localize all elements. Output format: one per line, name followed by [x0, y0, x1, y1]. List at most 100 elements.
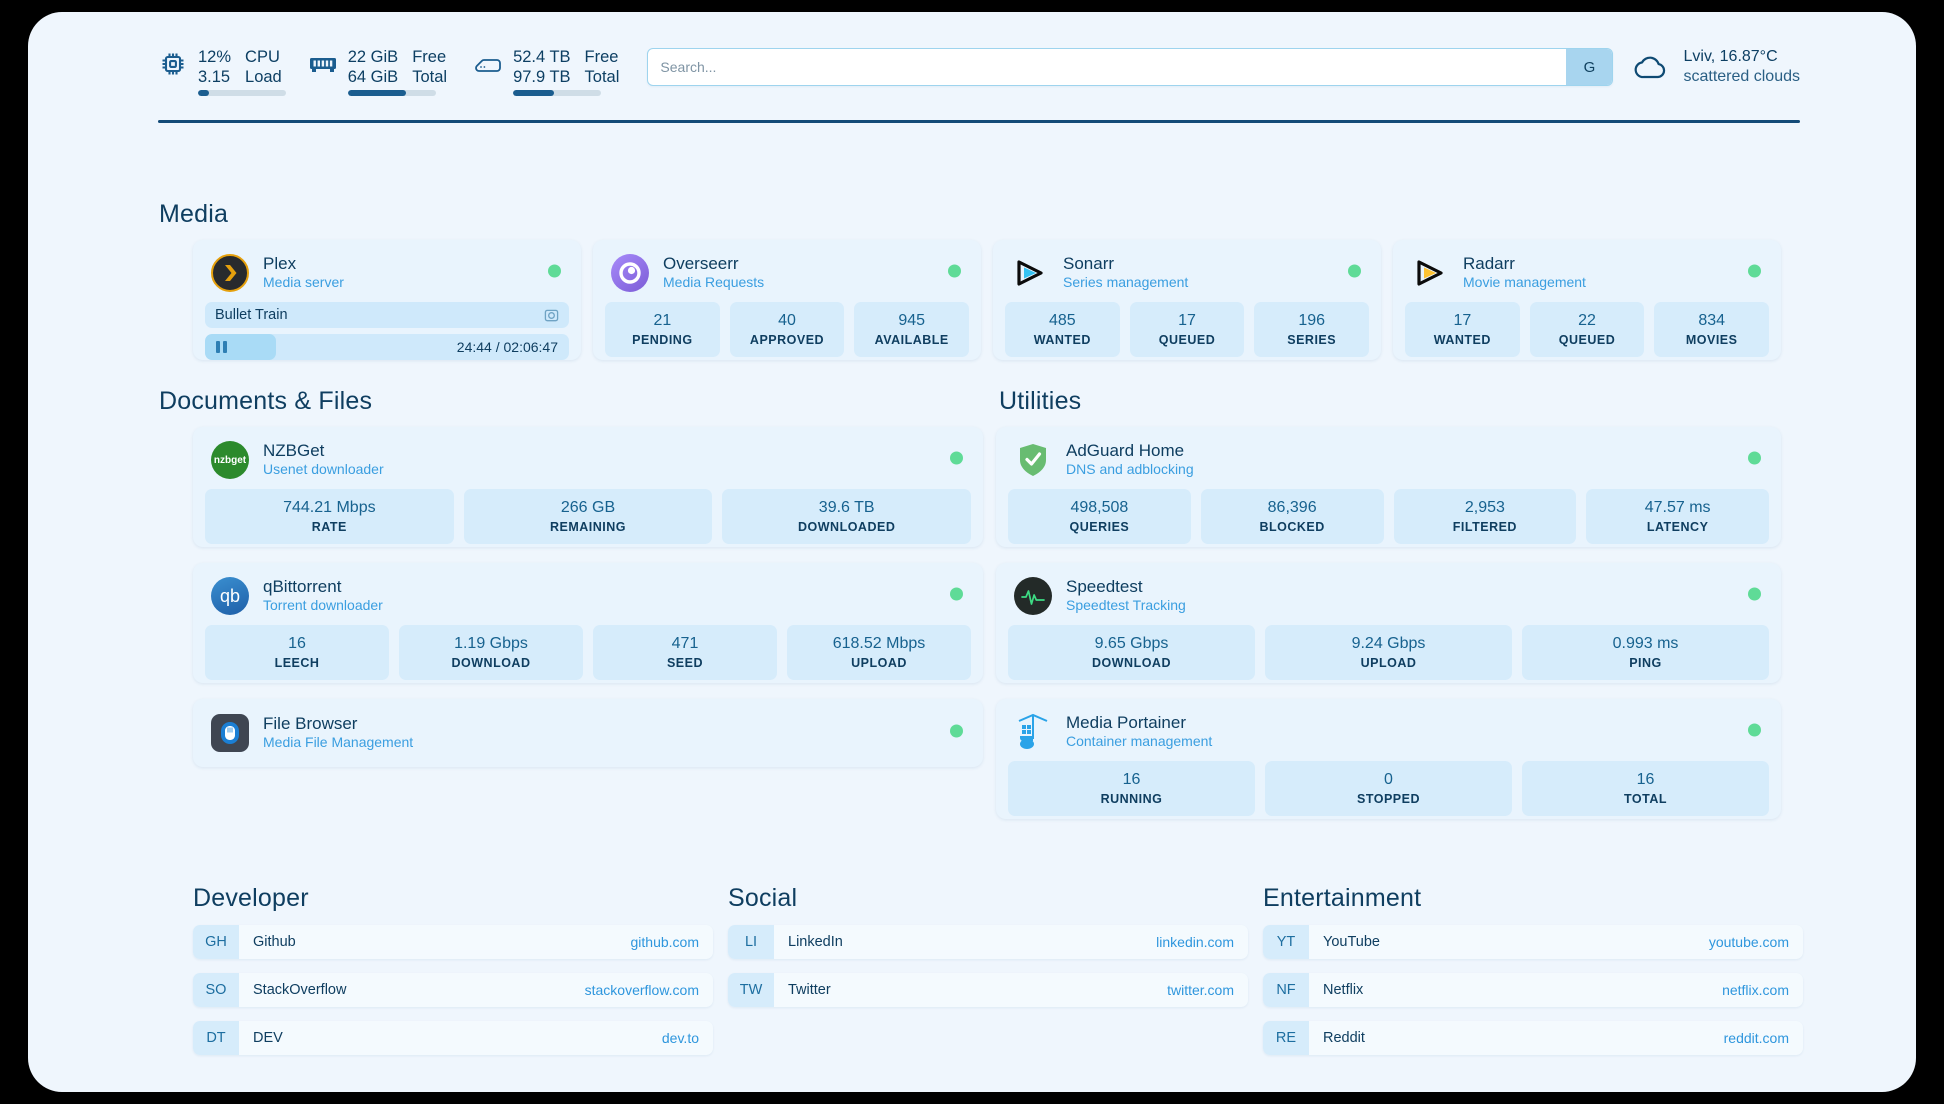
stat-tile[interactable]: 16 RUNNING [1008, 761, 1255, 816]
card-nzbget[interactable]: nzbget NZBGet Usenet downloader 744.21 M… [193, 427, 983, 547]
bookmark-abbr: TW [728, 973, 774, 1007]
card-overseerr[interactable]: Overseerr Media Requests 21 PENDING 40 A… [593, 240, 981, 360]
app-desc: Torrent downloader [263, 597, 383, 613]
bookmark-url: stackoverflow.com [584, 982, 699, 998]
stat-label: WANTED [1033, 333, 1091, 347]
stat-value: 618.52 Mbps [832, 635, 926, 652]
stat-tile[interactable]: 22 QUEUED [1529, 302, 1645, 357]
qbittorrent-icon: qb [211, 577, 249, 615]
stat-value: 0.993 ms [1612, 635, 1679, 652]
section-title-utilities: Utilities [999, 387, 1082, 415]
stat-tile[interactable]: 21 PENDING [605, 302, 720, 357]
stat-tile[interactable]: 471 SEED [593, 625, 777, 680]
cpu-usage-value: 12% [198, 48, 232, 66]
card-speedtest[interactable]: Speedtest Speedtest Tracking 9.65 Gbps D… [996, 563, 1781, 683]
card-radarr[interactable]: Radarr Movie management 17 WANTED 22 QUE… [1393, 240, 1781, 360]
cast-icon[interactable] [544, 308, 559, 323]
bookmark-abbr: GH [193, 925, 239, 959]
card-adguard-home[interactable]: AdGuard Home DNS and adblocking 498,508 … [996, 427, 1781, 547]
playback-progress-bar[interactable]: 24:44 / 02:06:47 [205, 334, 569, 360]
stat-tile[interactable]: 485 WANTED [1005, 302, 1120, 357]
stat-value: 47.57 ms [1644, 499, 1711, 516]
disk-label-2: Total [584, 68, 620, 86]
card-sonarr[interactable]: Sonarr Series management 485 WANTED 17 Q… [993, 240, 1381, 360]
pause-icon[interactable] [216, 341, 227, 353]
stat-value: 16 [1636, 771, 1655, 788]
app-desc: Media server [263, 274, 344, 290]
stat-label: QUERIES [1069, 520, 1130, 534]
card-media-portainer[interactable]: Media Portainer Container management 16 … [996, 699, 1781, 819]
stat-tile[interactable]: 0 STOPPED [1265, 761, 1512, 816]
bookmark-url: youtube.com [1708, 934, 1789, 950]
stat-tile[interactable]: 40 APPROVED [729, 302, 845, 357]
stat-tile[interactable]: 618.52 Mbps UPLOAD [787, 625, 971, 680]
stat-label: SEED [666, 656, 704, 670]
bookmark-item-dev[interactable]: DT DEV dev.to [193, 1021, 713, 1055]
bookmark-item-reddit[interactable]: RE Reddit reddit.com [1263, 1021, 1803, 1055]
stat-tile[interactable]: 498,508 QUERIES [1008, 489, 1191, 544]
now-playing-row[interactable]: Bullet Train [205, 302, 569, 328]
cpu-labels: CPU Load [245, 47, 282, 87]
status-badge [1748, 723, 1761, 737]
stat-tile[interactable]: 196 SERIES [1254, 302, 1370, 357]
cpu-icon [158, 49, 188, 79]
app-meta: Speedtest Speedtest Tracking [1066, 577, 1186, 615]
stat-tile[interactable]: 39.6 TB DOWNLOADED [722, 489, 972, 544]
card-file-browser[interactable]: File Browser Media File Management [193, 699, 983, 767]
stat-tile[interactable]: 16 LEECH [205, 625, 389, 680]
card-qbittorrent[interactable]: qb qBittorrent Torrent downloader 16 LEE… [193, 563, 983, 683]
stat-value: 945 [898, 312, 926, 329]
stat-value: 16 [288, 635, 306, 652]
bookmark-name: YouTube [1323, 934, 1380, 950]
bookmark-group-title-developer: Developer [193, 884, 309, 912]
bookmark-item-youtube[interactable]: YT YouTube youtube.com [1263, 925, 1803, 959]
app-meta: AdGuard Home DNS and adblocking [1066, 441, 1194, 479]
bookmark-item-twitter[interactable]: TW Twitter twitter.com [728, 973, 1248, 1007]
stat-tile[interactable]: 17 WANTED [1405, 302, 1520, 357]
cpu-usage-bar [198, 90, 286, 96]
search-engine-button[interactable]: G [1566, 49, 1613, 85]
bookmark-url: dev.to [661, 1030, 699, 1046]
stat-tile[interactable]: 9.24 Gbps UPLOAD [1265, 625, 1512, 680]
stat-tile[interactable]: 9.65 Gbps DOWNLOAD [1008, 625, 1255, 680]
stat-label: DOWNLOAD [1092, 656, 1171, 670]
stat-tile[interactable]: 834 MOVIES [1654, 302, 1770, 357]
search-bar[interactable]: G [647, 48, 1614, 86]
app-name: Media Portainer [1066, 713, 1187, 732]
stat-label: RUNNING [1100, 792, 1163, 806]
stat-tile[interactable]: 1.19 Gbps DOWNLOAD [399, 625, 583, 680]
stat-tile[interactable]: 744.21 Mbps RATE [205, 489, 454, 544]
card-plex[interactable]: Plex Media server Bullet Train 24:44 / 0… [193, 240, 581, 360]
bookmark-name: LinkedIn [788, 934, 843, 950]
app-name: Radarr [1463, 254, 1515, 273]
stat-label: WANTED [1433, 333, 1491, 347]
stat-tile[interactable]: 17 QUEUED [1129, 302, 1245, 357]
stat-label: SERIES [1287, 333, 1337, 347]
stat-tile[interactable]: 86,396 BLOCKED [1200, 489, 1384, 544]
search-input[interactable] [648, 49, 1567, 85]
status-badge [548, 264, 561, 278]
bookmark-item-stackoverflow[interactable]: SO StackOverflow stackoverflow.com [193, 973, 713, 1007]
stat-tile[interactable]: 16 TOTAL [1522, 761, 1769, 816]
stat-tile[interactable]: 0.993 ms PING [1522, 625, 1769, 680]
memory-label-2: Total [412, 68, 448, 86]
app-meta: NZBGet Usenet downloader [263, 441, 384, 479]
stat-value: 16 [1122, 771, 1141, 788]
stat-tile[interactable]: 945 AVAILABLE [854, 302, 970, 357]
stat-tile[interactable]: 2,953 FILTERED [1393, 489, 1577, 544]
status-badge [950, 587, 963, 601]
app-desc: DNS and adblocking [1066, 461, 1194, 477]
stat-tile[interactable]: 47.57 ms LATENCY [1586, 489, 1769, 544]
stat-value: 21 [653, 312, 672, 329]
memory-icon [308, 49, 338, 79]
bookmark-item-linkedin[interactable]: LI LinkedIn linkedin.com [728, 925, 1248, 959]
disk-total-value: 97.9 TB [513, 68, 571, 86]
bookmark-item-github[interactable]: GH Github github.com [193, 925, 713, 959]
bookmark-item-netflix[interactable]: NF Netflix netflix.com [1263, 973, 1803, 1007]
stat-value: 196 [1298, 312, 1326, 329]
stats-row: 17 WANTED 22 QUEUED 834 MOVIES [1393, 302, 1781, 370]
cpu-label-1: CPU [245, 48, 280, 66]
memory-free-value: 22 GiB [347, 48, 399, 66]
stat-tile[interactable]: 266 GB REMAINING [463, 489, 713, 544]
memory-labels: Free Total [412, 47, 447, 87]
